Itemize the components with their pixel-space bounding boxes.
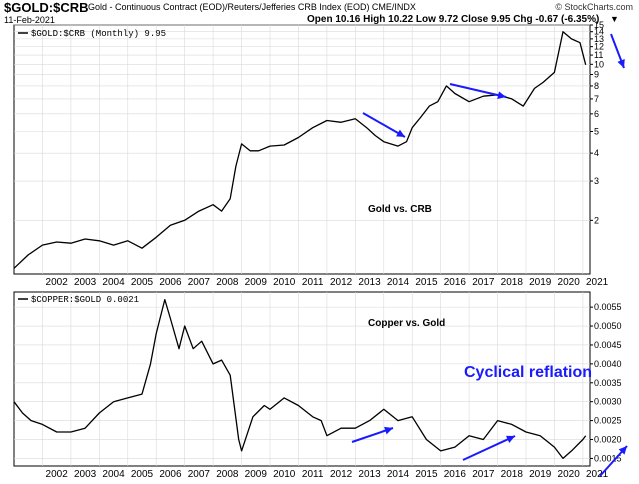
- y-tick-label: 12: [594, 42, 604, 52]
- gold-crb-panel: 2002 2003 2004 2005 2006 2007 2008 2009 2010 2011…: [13, 20, 625, 288]
- chart-description: Gold - Continuous Contract (EOD)/Reuters…: [88, 2, 416, 12]
- x-tick-label: 2005: [131, 469, 154, 480]
- x-tick-label: 2021: [586, 469, 609, 480]
- x-tick-label: 2009: [245, 277, 268, 288]
- y-tick-label: 0.0050: [594, 321, 622, 331]
- y-tick-label: 10: [594, 59, 604, 69]
- y-tick-label: 2: [594, 215, 599, 225]
- y-tick-label: 0.0030: [594, 397, 622, 407]
- x-tick-label: 2002: [46, 277, 69, 288]
- arrowhead-icon: [618, 446, 627, 455]
- x-tick-label: 2005: [131, 277, 154, 288]
- x-tick-label: 2016: [444, 469, 467, 480]
- x-tick-label: 2018: [501, 469, 524, 480]
- x-tick-label: 2009: [245, 469, 268, 480]
- y-tick-label: 0.0045: [594, 340, 622, 350]
- arrowhead-icon: [506, 435, 515, 443]
- panel-frame: [13, 291, 591, 467]
- x-tick-label: 2012: [330, 277, 353, 288]
- x-tick-label: 2020: [558, 469, 581, 480]
- x-tick-label: 2014: [387, 469, 410, 480]
- x-tick-label: 2017: [472, 469, 495, 480]
- x-tick-label: 2004: [102, 469, 125, 480]
- x-tick-label: 2015: [415, 277, 438, 288]
- y-tick-label: 11: [594, 50, 603, 60]
- callout-text: Cyclical reflation: [464, 364, 592, 381]
- x-tick-label: 2018: [501, 277, 524, 288]
- ohlc-readout: Open 10.16 High 10.22 Low 9.72 Close 9.9…: [307, 14, 600, 25]
- y-tick-label: 0.0055: [594, 302, 622, 312]
- x-tick-label: 2004: [102, 277, 125, 288]
- chart-date: 11-Feb-2021: [4, 15, 55, 25]
- panel-frame: [13, 24, 591, 275]
- x-tick-label: 2015: [415, 469, 438, 480]
- y-tick-label: 0.0035: [594, 378, 622, 388]
- x-tick-label: 2006: [159, 469, 182, 480]
- panel-annotation: Copper vs. Gold: [368, 318, 445, 329]
- x-tick-label: 2008: [216, 277, 239, 288]
- x-tick-label: 2017: [472, 277, 495, 288]
- x-tick-label: 2013: [358, 277, 381, 288]
- panel-annotation: Gold vs. CRB: [368, 204, 432, 215]
- series-line: [13, 31, 587, 269]
- y-tick-label: 0.0015: [594, 453, 622, 463]
- legend-label: $COPPER:$GOLD 0.0021: [31, 295, 139, 305]
- arrowhead-icon: [497, 91, 506, 99]
- y-tick-label: 8: [594, 81, 599, 91]
- y-tick-label: 5: [594, 127, 599, 137]
- trend-arrow-icon: [462, 435, 516, 461]
- copper-gold-panel: 2002 2003 2004 2005 2006 2007 2008 2009 2010 2011…: [13, 291, 628, 480]
- y-tick-label: 7: [594, 94, 599, 104]
- x-tick-label: 2019: [529, 277, 552, 288]
- x-tick-label: 2008: [216, 469, 239, 480]
- source-credit[interactable]: © StockCharts.com: [555, 2, 633, 12]
- series-line: [13, 298, 587, 460]
- x-tick-label: 2006: [159, 277, 182, 288]
- x-tick-label: 2003: [74, 469, 97, 480]
- x-tick-label: 2020: [558, 277, 581, 288]
- chart-symbol: $GOLD:$CRB: [4, 0, 89, 15]
- y-tick-label: 15: [594, 20, 604, 30]
- legend-label: $GOLD:$CRB (Monthly) 9.95: [31, 29, 166, 39]
- x-tick-label: 2012: [330, 469, 353, 480]
- x-tick-label: 2010: [273, 469, 296, 480]
- x-tick-label: 2007: [188, 277, 211, 288]
- x-tick-label: 2003: [74, 277, 97, 288]
- chevron-down-icon[interactable]: ▼: [610, 14, 619, 24]
- x-tick-label: 2016: [444, 277, 467, 288]
- y-tick-label: 4: [594, 148, 599, 158]
- arrowhead-icon: [396, 129, 405, 137]
- y-tick-label: 3: [594, 176, 599, 186]
- y-tick-label: 14: [594, 27, 604, 37]
- x-tick-label: 2011: [302, 277, 324, 288]
- x-tick-label: 2010: [273, 277, 296, 288]
- trend-arrow-icon: [449, 83, 507, 98]
- x-tick-label: 2014: [387, 277, 410, 288]
- x-tick-label: 2007: [188, 469, 211, 480]
- y-tick-label: 0.0025: [594, 416, 622, 426]
- y-tick-label: 0.0020: [594, 435, 622, 445]
- y-tick-label: 6: [594, 109, 599, 119]
- x-tick-label: 2013: [358, 469, 381, 480]
- y-tick-label: 9: [594, 70, 599, 80]
- x-tick-label: 2011: [302, 469, 324, 480]
- arrowhead-icon: [384, 426, 393, 435]
- x-tick-label: 2021: [586, 277, 609, 288]
- y-tick-label: 0.0040: [594, 359, 622, 369]
- x-tick-label: 2002: [46, 469, 69, 480]
- arrowhead-icon: [617, 59, 625, 68]
- y-tick-label: 13: [594, 34, 604, 44]
- x-tick-label: 2019: [529, 469, 552, 480]
